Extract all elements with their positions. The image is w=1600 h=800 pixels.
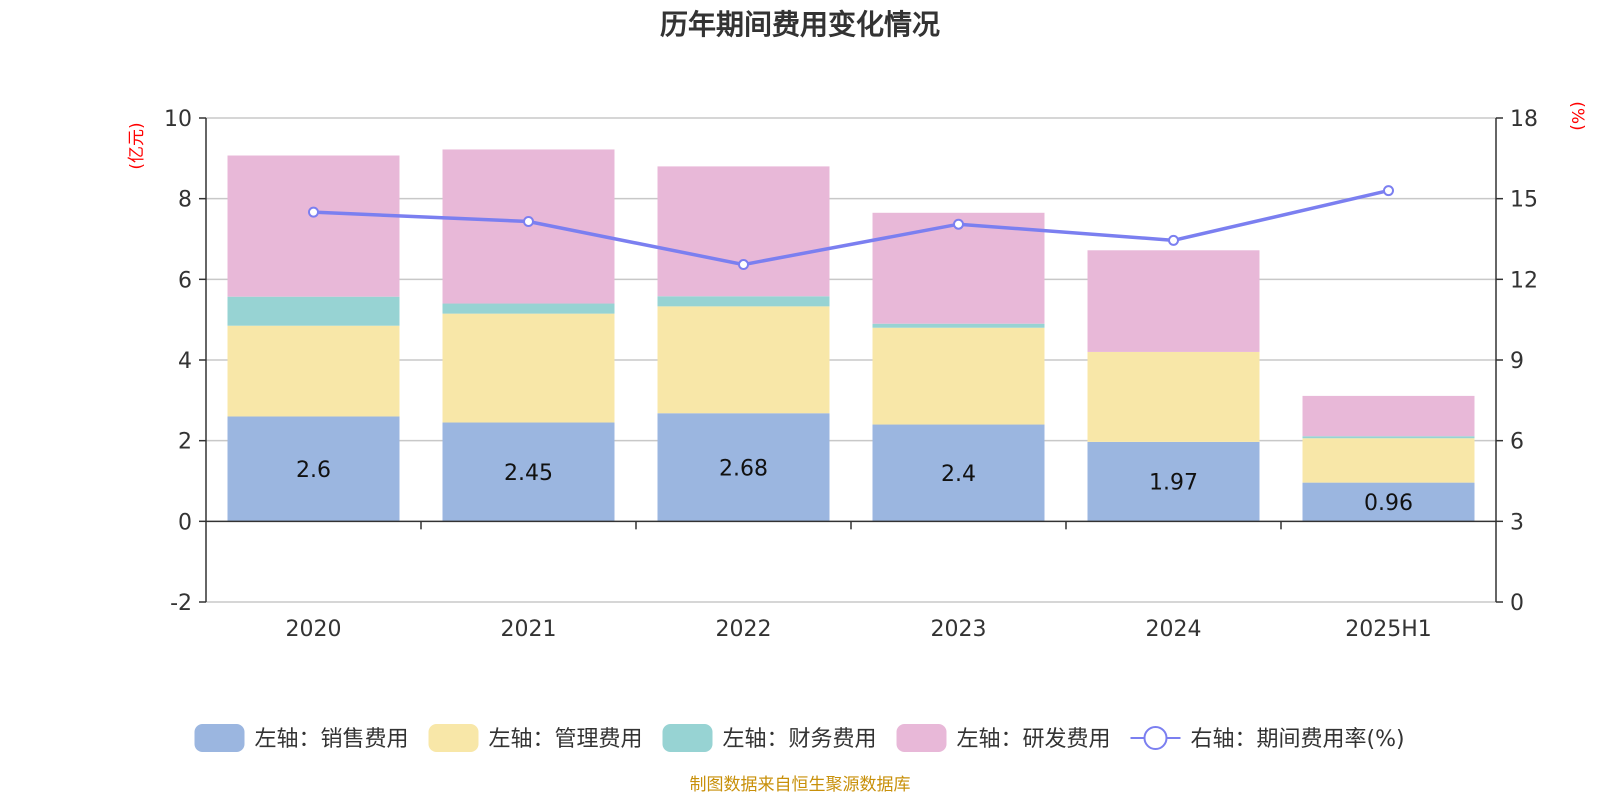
- legend-swatch: [428, 724, 479, 752]
- left-tick-label: 4: [178, 349, 192, 374]
- bar-labels: 2.6 2.45 2.68 2.4 1.97 0.96: [296, 456, 1413, 516]
- bar-segment: [1302, 436, 1475, 439]
- bar-segment: [657, 413, 830, 522]
- expense-rate-line: [308, 185, 1394, 271]
- legend-label: 左轴：管理费用: [489, 727, 643, 752]
- bar-segment: [442, 303, 615, 314]
- grid-lines: [206, 117, 1496, 603]
- expense-rate-point: [523, 216, 534, 228]
- bar-segment: [657, 306, 830, 414]
- bar-segment: [442, 313, 615, 423]
- bar-segment: [227, 296, 400, 326]
- right-tick-label: 15: [1510, 188, 1538, 213]
- bars: [227, 149, 1475, 522]
- legend-label: 左轴：财务费用: [723, 727, 877, 752]
- bar-segment: [872, 327, 1045, 425]
- bar-segment: [657, 296, 830, 307]
- left-tick-label: 2: [178, 430, 192, 455]
- right-tick-label: 0: [1510, 591, 1524, 616]
- legend-item[interactable]: 左轴：管理费用: [428, 724, 643, 752]
- bar-segment: [1302, 482, 1475, 522]
- bar-segment: [442, 422, 615, 522]
- bar-value-label: 2.45: [504, 461, 553, 486]
- bar-segment: [872, 212, 1045, 324]
- left-axis-unit: (亿元): [127, 122, 147, 169]
- right-tick-label: 9: [1510, 349, 1524, 374]
- legend-item[interactable]: 左轴：财务费用: [662, 724, 877, 752]
- right-axis-unit: (%): [1567, 101, 1587, 130]
- axes: -2 0 2 4 6 8 10 0 3 6 9 12 15 18 2020 2021 2022 2023 2024 2…: [164, 107, 1538, 642]
- legend-item[interactable]: 左轴：研发费用: [896, 724, 1111, 752]
- category-label: 2023: [931, 617, 987, 642]
- legend-item[interactable]: 左轴：销售费用: [194, 724, 409, 752]
- bar-segment: [227, 155, 400, 297]
- bar-value-label: 0.96: [1364, 491, 1413, 516]
- bar-segment: [872, 424, 1045, 522]
- expense-rate-point: [308, 206, 319, 218]
- right-tick-label: 3: [1510, 510, 1524, 535]
- left-tick-label: 10: [164, 107, 192, 132]
- bar-segment: [657, 166, 830, 297]
- legend-item[interactable]: 右轴：期间费用率(%): [1130, 726, 1405, 752]
- bar-segment: [1302, 395, 1475, 437]
- data-source-note: 制图数据来自恒生聚源数据库: [690, 775, 911, 795]
- legend-swatch: [896, 724, 947, 752]
- bar-value-label: 1.97: [1149, 471, 1198, 496]
- expense-rate-polyline: [313, 188, 1389, 267]
- legend-label: 左轴：研发费用: [957, 727, 1111, 752]
- legend-swatch: [662, 724, 713, 752]
- left-tick-label: 6: [178, 268, 192, 293]
- bar-value-label: 2.6: [296, 458, 331, 483]
- category-label: 2020: [286, 617, 342, 642]
- expense-rate-point: [1383, 185, 1394, 197]
- legend-marker: [1143, 726, 1168, 750]
- bar-segment: [872, 323, 1045, 328]
- legend: 左轴：销售费用 左轴：管理费用 左轴：财务费用 左轴：研发费用 右轴：期间费用率(%): [194, 724, 1405, 752]
- left-tick-label: -2: [170, 591, 192, 616]
- expense-rate-point: [738, 259, 749, 271]
- category-label: 2024: [1146, 617, 1202, 642]
- bar-segment: [227, 416, 400, 522]
- bar-segment: [1087, 441, 1260, 522]
- left-tick-label: 8: [178, 188, 192, 213]
- bar-segment: [1087, 250, 1260, 352]
- category-label: 2022: [716, 617, 772, 642]
- category-label: 2025H1: [1345, 617, 1432, 642]
- expense-rate-point: [1168, 234, 1179, 246]
- bar-segment: [1302, 438, 1475, 483]
- bar-value-label: 2.68: [719, 456, 768, 481]
- bar-segment: [1087, 351, 1260, 442]
- legend-label: 左轴：销售费用: [255, 727, 409, 752]
- expense-rate-point: [953, 218, 964, 230]
- bar-value-label: 2.4: [941, 462, 976, 487]
- bar-segment: [227, 325, 400, 417]
- right-tick-label: 6: [1510, 430, 1524, 455]
- right-tick-label: 12: [1510, 268, 1538, 293]
- chart-title: 历年期间费用变化情况: [660, 8, 940, 41]
- legend-label: 右轴：期间费用率(%): [1191, 727, 1405, 752]
- left-tick-label: 0: [178, 510, 192, 535]
- right-tick-label: 18: [1510, 107, 1538, 132]
- legend-swatch: [194, 724, 245, 752]
- category-label: 2021: [501, 617, 557, 642]
